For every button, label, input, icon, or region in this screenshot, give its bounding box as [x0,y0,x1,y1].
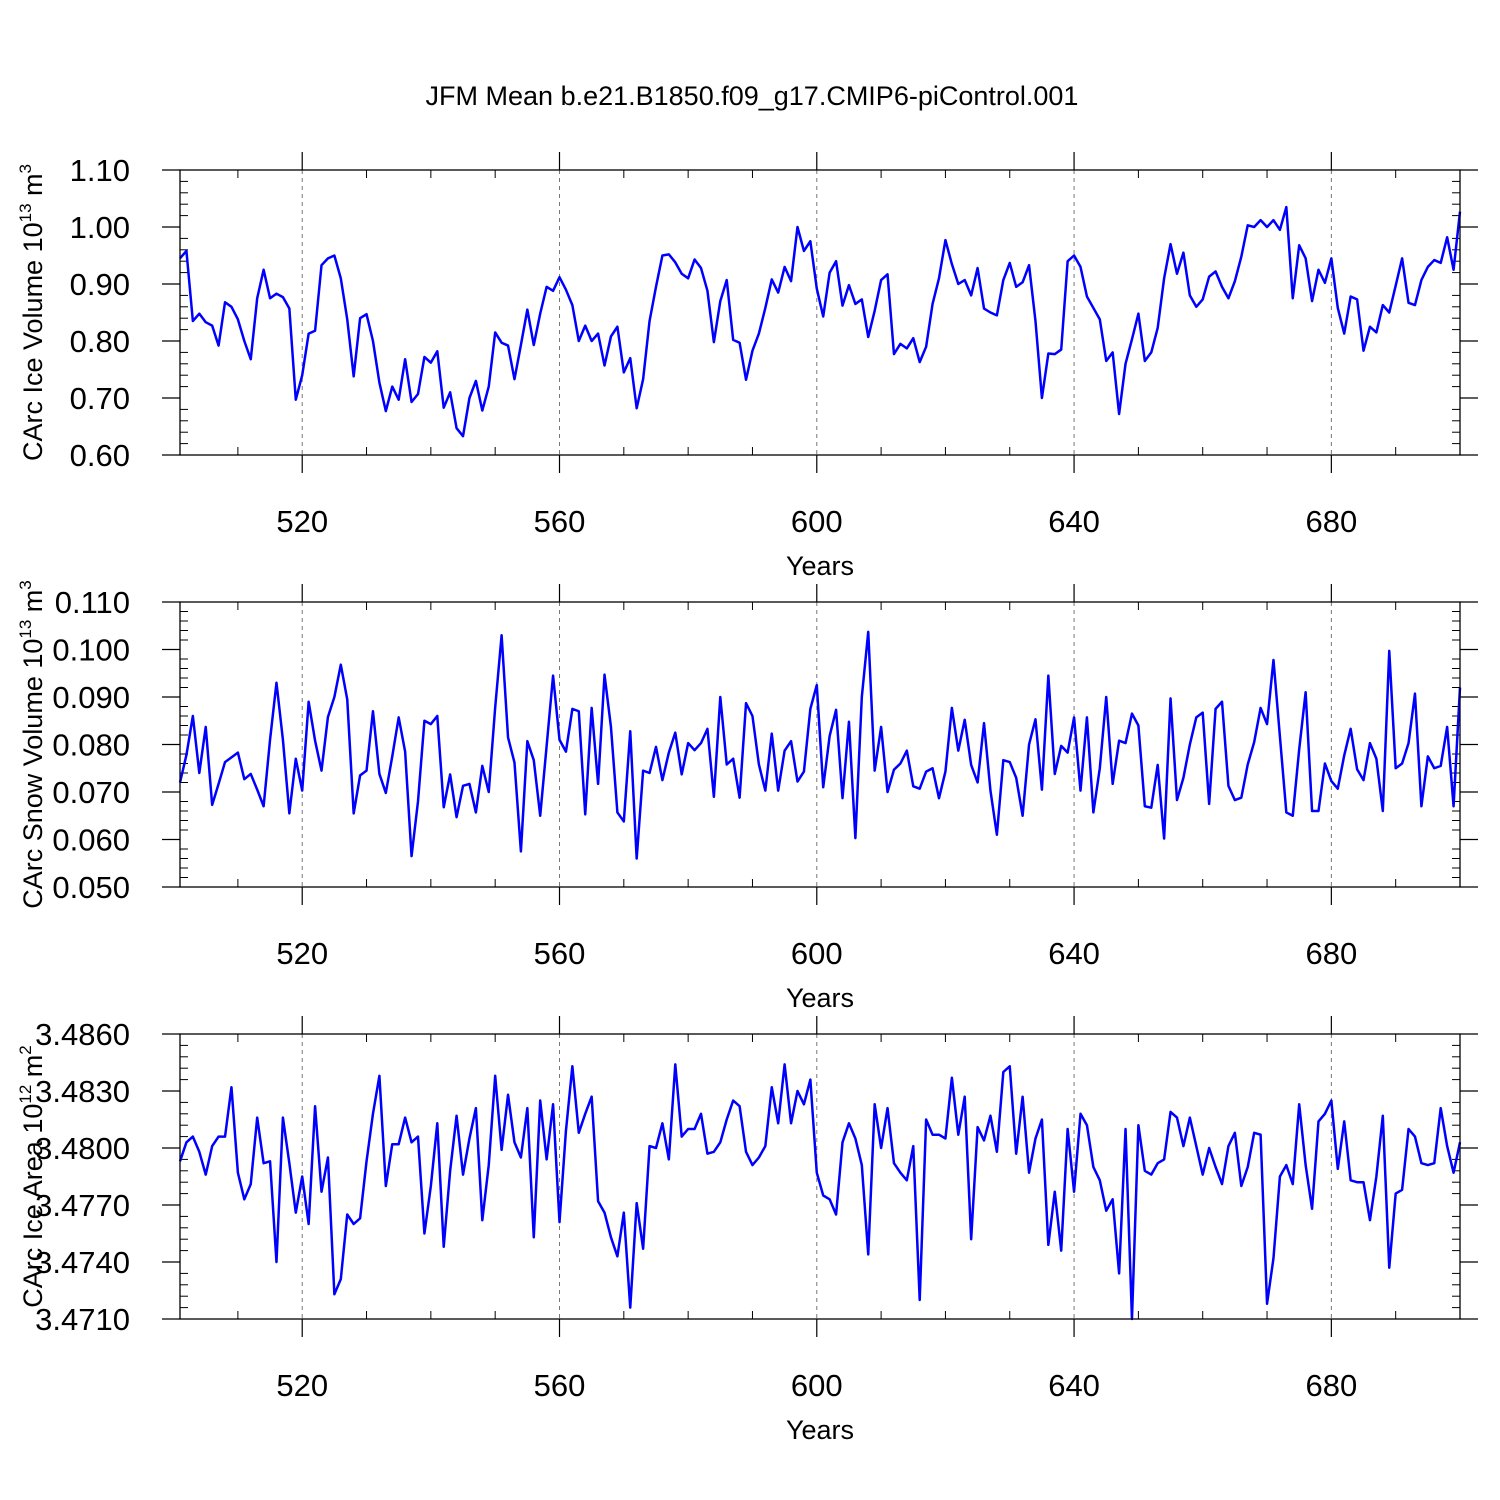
panel-1-frame [179,169,1461,456]
panel-2-series-line [178,630,1462,860]
panel-1-y-tick-label: 0.80 [70,324,130,359]
panel-1-y-tick-label: 0.60 [70,438,130,473]
panel-3-y-tick-label: 3.4710 [35,1302,130,1337]
panel-2-y-label-unit: m [18,590,48,620]
panel-3-x-tick-label: 680 [1305,1368,1357,1403]
panel-1-y-label-text: CArc Ice Volume 10 [18,222,48,461]
panel-1-y-label-exponent: 13 [16,203,35,222]
panel-3-frame [179,1033,1461,1320]
panel-2-y-axis-label: CArc Snow Volume 1013 m3 [16,580,48,909]
panel-3-x-tick-label: 560 [534,1368,586,1403]
panel-1-series-line [179,205,1462,438]
panel-1-y-tick-label: 0.90 [70,267,130,302]
panel-2-y-tick-label: 0.080 [52,728,130,763]
panel-1-y-label-unit: m [18,173,48,203]
panel-2-y-label-unit-exponent: 3 [16,580,35,589]
panel-1-y-tick-label: 0.70 [70,381,130,416]
panel-3-y-label-exponent: 12 [16,1085,35,1104]
figure-title: JFM Mean b.e21.B1850.f09_g17.CMIP6-piCon… [426,81,1079,111]
panel-3-y-tick-label: 3.4800 [35,1131,130,1166]
panel-3-x-tick-label: 520 [276,1368,328,1403]
panel-1-y-axis-label: CArc Ice Volume 1013 m3 [16,164,48,461]
panel-3-y-tick-label: 3.4830 [35,1074,130,1109]
panel-1-y-tick-label: 1.10 [70,153,130,188]
panel-2-x-tick-label: 600 [791,936,843,971]
panel-2-y-tick-label: 0.060 [52,823,130,858]
panel-2: 520 560 600 640 680 0.050 0.060 0.070 0.080 0.090… [16,580,1478,1013]
panel-3-x-tick-label: 640 [1048,1368,1100,1403]
panel-1-y-label-unit-exponent: 3 [16,164,35,173]
panel-2-y-tick-label: 0.050 [52,870,130,905]
panel-2-x-tick-label: 680 [1305,936,1357,971]
panel-2-y-label-exponent: 13 [16,620,35,639]
panel-3-y-tick-label: 3.4770 [35,1188,130,1223]
panel-1-x-tick-label: 560 [534,504,586,539]
panel-1-x-tick-label: 640 [1048,504,1100,539]
panel-1-x-tick-label: 600 [791,504,843,539]
panel-2-y-tick-label: 0.070 [52,775,130,810]
panel-1-y-tick-label: 1.00 [70,210,130,245]
panel-2-y-tick-label: 0.100 [52,633,130,668]
panel-3-y-tick-label: 3.4860 [35,1017,130,1052]
panel-3-y-axis-label: CArc Ice Area 1012 m2 [16,1045,48,1308]
panel-3-y-label-text: CArc Ice Area 10 [18,1104,48,1308]
panel-2-y-tick-label: 0.090 [52,680,130,715]
panel-2-x-tick-label: 520 [276,936,328,971]
panel-2-x-tick-label: 640 [1048,936,1100,971]
panel-2-y-tick-label: 0.110 [55,585,130,620]
panel-2-x-axis-label: Years [786,983,854,1013]
panel-2-y-label-text: CArc Snow Volume 10 [18,639,48,909]
panel-3: 520 560 600 640 680 3.4710 3.4740 3.4770 3.4800 3… [16,1016,1478,1445]
panel-3-y-tick-label: 3.4740 [35,1245,130,1280]
panel-1: 520 560 600 640 680 0.60 0.70 0.80 0.90 1.00 1.10 Y… [16,152,1478,581]
panel-3-y-label-unit: m [18,1055,48,1085]
panel-3-y-label-unit-exponent: 2 [16,1045,35,1054]
panel-1-x-tick-label: 520 [276,504,328,539]
panel-2-x-tick-label: 560 [534,936,586,971]
panel-1-x-tick-label: 680 [1305,504,1357,539]
panel-3-series-line [178,1063,1462,1321]
panel-3-x-tick-label: 600 [791,1368,843,1403]
panel-2-frame [179,601,1461,888]
panel-1-x-axis-label: Years [786,551,854,581]
panel-3-x-axis-label: Years [786,1415,854,1445]
